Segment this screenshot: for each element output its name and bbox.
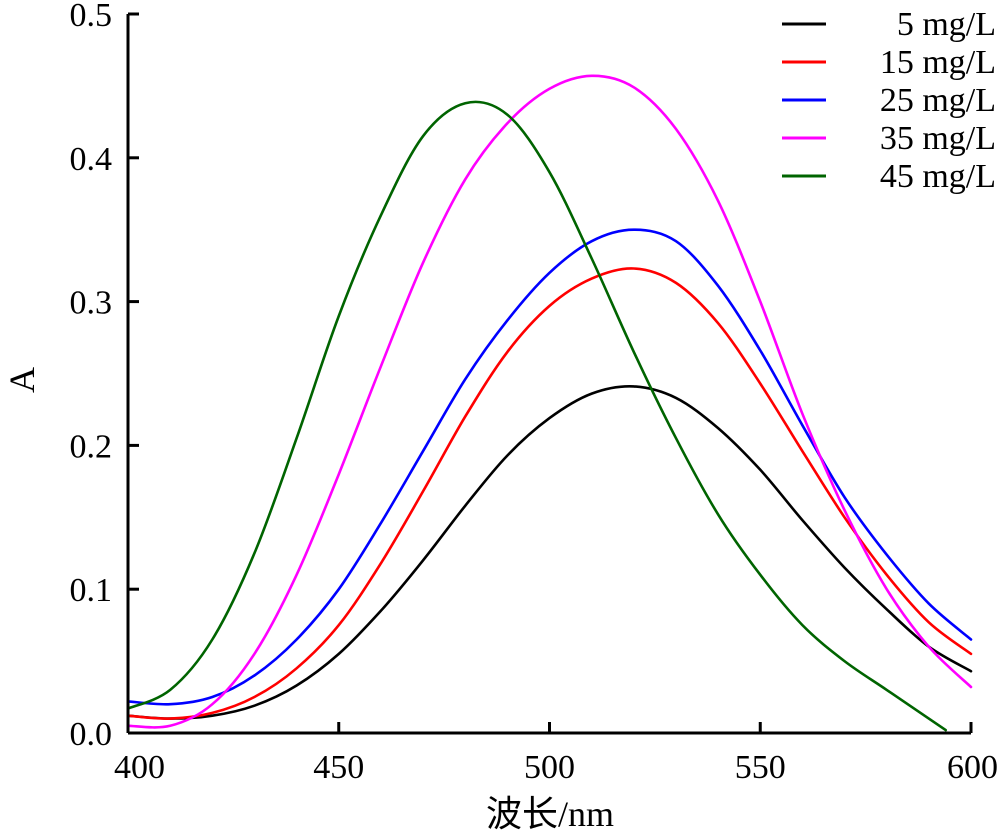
- x-tick-label: 600: [947, 749, 998, 786]
- x-tick-label: 550: [735, 749, 786, 786]
- axes: [126, 14, 971, 735]
- y-tick-label: 0.3: [70, 285, 113, 322]
- series-line-3: [126, 228, 973, 706]
- y-tick-label: 0.2: [70, 428, 113, 465]
- legend-label: 35 mg/L: [880, 120, 996, 157]
- series-line-5: [126, 100, 947, 732]
- x-axis-title: 波长/nm: [486, 794, 614, 833]
- y-tick-label: 0.1: [70, 572, 113, 609]
- y-tick-label: 0.5: [70, 0, 113, 34]
- legend-label: 5 mg/L: [897, 6, 996, 43]
- legend: 5 mg/L15 mg/L25 mg/L35 mg/L45 mg/L: [782, 6, 996, 195]
- x-tick-label: 450: [313, 749, 364, 786]
- legend-label: 25 mg/L: [880, 82, 996, 119]
- x-tick-label: 500: [524, 749, 575, 786]
- plot-lines: [126, 74, 973, 732]
- series-line-1: [126, 384, 973, 720]
- x-tick-label: 400: [114, 749, 165, 786]
- y-axis-title: A: [2, 367, 42, 393]
- legend-label: 45 mg/L: [880, 158, 996, 195]
- y-tick-label: 0.0: [70, 716, 113, 753]
- y-tick-label: 0.4: [70, 141, 113, 178]
- legend-label: 15 mg/L: [880, 44, 996, 81]
- y-ticks: 0.0 0.1 0.2 0.3 0.4 0.5: [70, 0, 139, 753]
- series-line-4: [126, 74, 973, 729]
- x-ticks: 400 450 500 550 600: [114, 722, 998, 786]
- series-line-2: [126, 267, 973, 720]
